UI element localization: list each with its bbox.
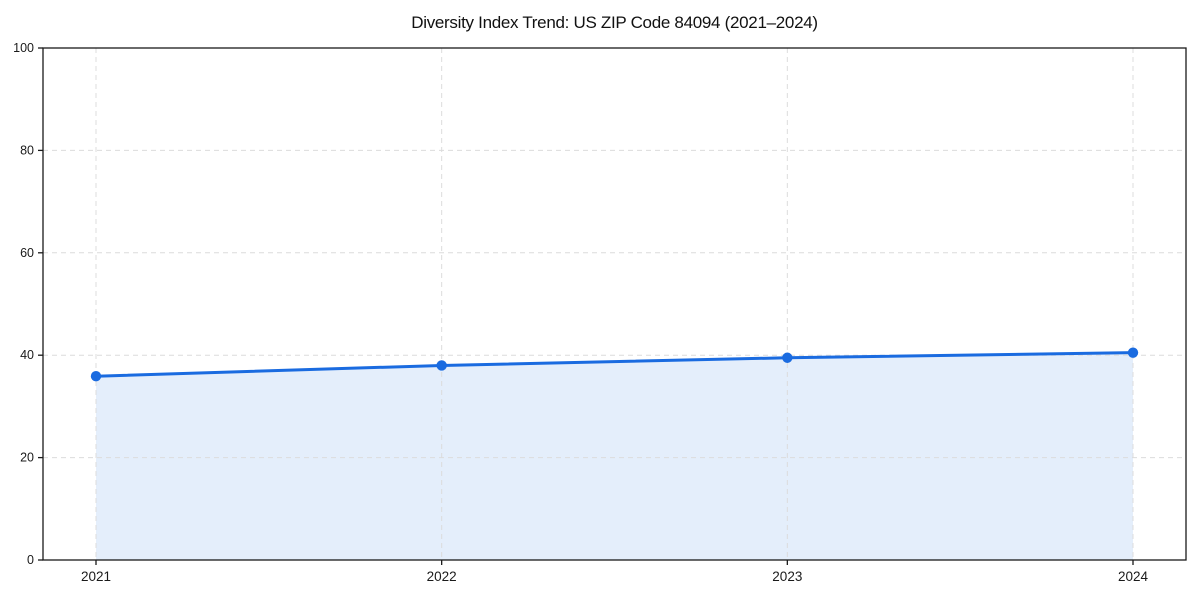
data-point-marker xyxy=(90,370,102,382)
y-tick-label: 20 xyxy=(20,451,34,465)
y-tick-label: 60 xyxy=(20,246,34,260)
data-point-marker xyxy=(782,352,793,363)
data-point-marker xyxy=(436,360,447,371)
y-tick-label: 40 xyxy=(20,348,34,362)
x-tick-label: 2021 xyxy=(81,569,111,584)
data-point-marker xyxy=(1127,347,1139,358)
x-tick-label: 2023 xyxy=(772,569,802,584)
y-tick-label: 0 xyxy=(27,553,34,567)
x-tick-label: 2022 xyxy=(427,569,457,584)
y-tick-label: 100 xyxy=(13,41,34,55)
x-tick-label: 2024 xyxy=(1118,569,1149,584)
chart-title: Diversity Index Trend: US ZIP Code 84094… xyxy=(411,13,818,32)
trend-line xyxy=(94,351,1135,378)
y-tick-label: 80 xyxy=(20,143,34,157)
plot-border xyxy=(42,47,1187,561)
area-fill xyxy=(96,352,1133,560)
